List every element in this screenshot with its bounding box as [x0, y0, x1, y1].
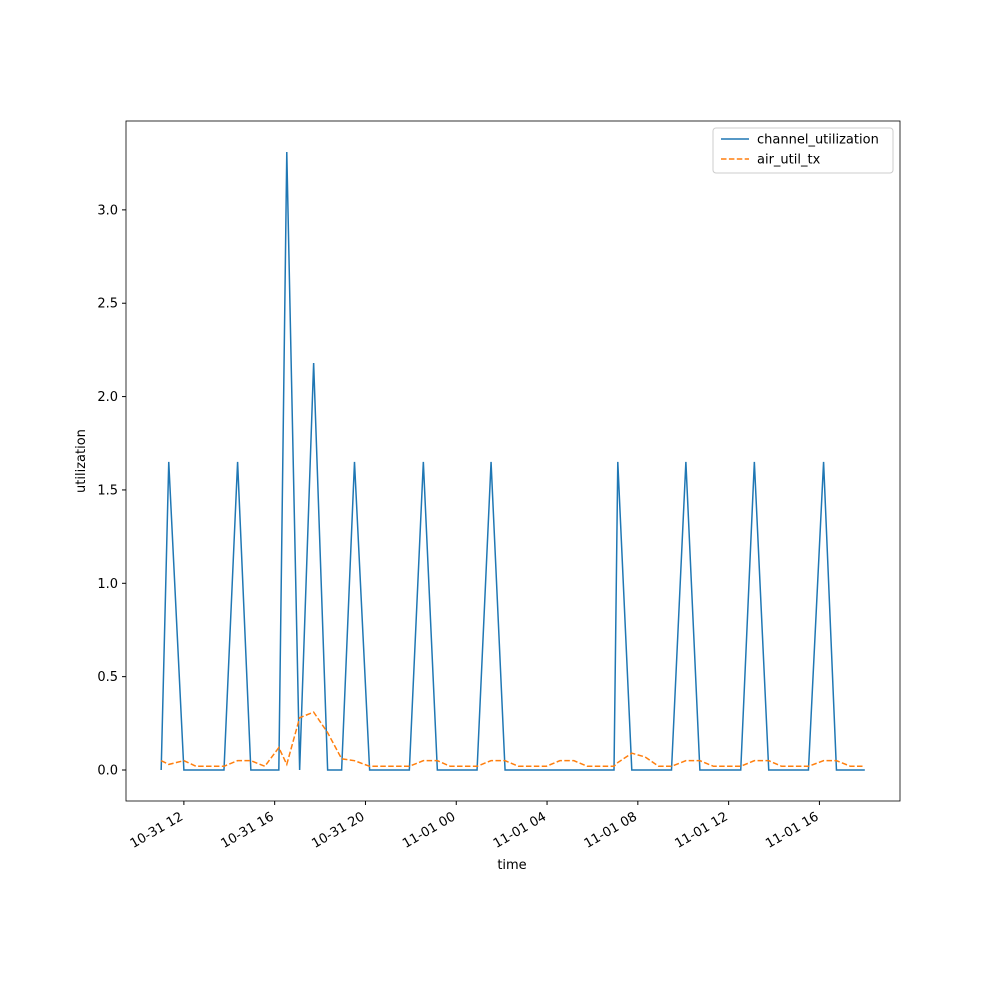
- y-axis-label: utilization: [74, 429, 89, 493]
- y-tick-label: 0.0: [97, 764, 118, 779]
- y-tick-label: 1.5: [97, 483, 118, 498]
- x-axis-label: time: [497, 858, 526, 873]
- legend-box: [712, 127, 894, 174]
- data-line: [160, 711, 865, 768]
- y-tick-label: 2.0: [97, 390, 118, 405]
- plot-frame: [125, 120, 901, 802]
- legend-label: channel_utilization: [757, 133, 879, 148]
- legend-label: air_util_tx: [757, 153, 821, 168]
- y-tick-label: 2.5: [97, 297, 118, 312]
- y-tick-label: 0.5: [97, 670, 118, 685]
- data-line: [160, 151, 865, 771]
- y-tick-label: 1.0: [97, 577, 118, 592]
- y-tick-label: 3.0: [97, 203, 118, 218]
